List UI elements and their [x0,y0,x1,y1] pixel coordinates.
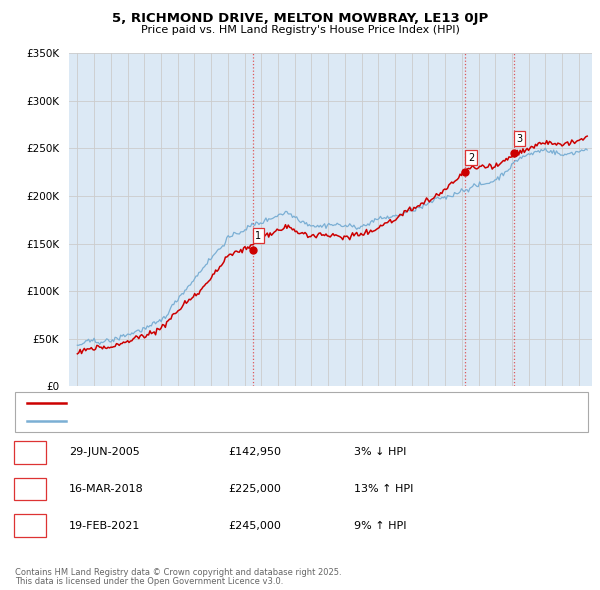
Text: £142,950: £142,950 [228,447,281,457]
Text: 5, RICHMOND DRIVE, MELTON MOWBRAY, LE13 0JP: 5, RICHMOND DRIVE, MELTON MOWBRAY, LE13 … [112,12,488,25]
Text: 3% ↓ HPI: 3% ↓ HPI [354,447,406,457]
Text: 3: 3 [517,134,523,144]
Text: 13% ↑ HPI: 13% ↑ HPI [354,484,413,494]
Text: This data is licensed under the Open Government Licence v3.0.: This data is licensed under the Open Gov… [15,578,283,586]
Text: Price paid vs. HM Land Registry's House Price Index (HPI): Price paid vs. HM Land Registry's House … [140,25,460,35]
Text: £225,000: £225,000 [228,484,281,494]
Text: 5, RICHMOND DRIVE, MELTON MOWBRAY, LE13 0JP (semi-detached house): 5, RICHMOND DRIVE, MELTON MOWBRAY, LE13 … [73,398,444,408]
Text: 2: 2 [26,484,34,494]
Text: 19-FEB-2021: 19-FEB-2021 [69,520,140,530]
Text: 16-MAR-2018: 16-MAR-2018 [69,484,144,494]
Text: 2: 2 [468,153,474,163]
Text: 3: 3 [26,520,34,530]
Text: 9% ↑ HPI: 9% ↑ HPI [354,520,407,530]
Text: 1: 1 [26,447,34,457]
Text: 1: 1 [255,231,262,241]
Text: HPI: Average price, semi-detached house, Melton: HPI: Average price, semi-detached house,… [73,415,319,425]
Text: 29-JUN-2005: 29-JUN-2005 [69,447,140,457]
Text: £245,000: £245,000 [228,520,281,530]
Text: Contains HM Land Registry data © Crown copyright and database right 2025.: Contains HM Land Registry data © Crown c… [15,568,341,577]
